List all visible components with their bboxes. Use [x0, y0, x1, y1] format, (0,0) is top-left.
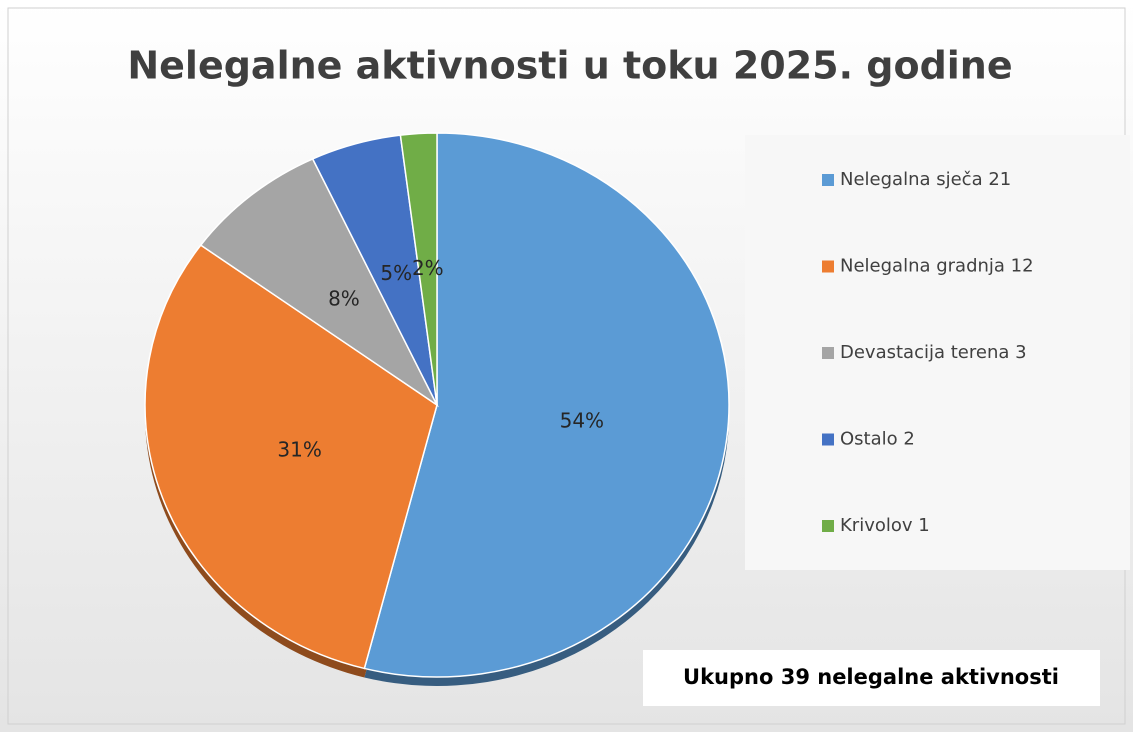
legend-swatch	[822, 433, 834, 446]
slice	[399, 132, 438, 406]
annotation-box	[643, 650, 1100, 706]
legend-label: Nelegalna sječa 21	[840, 169, 1011, 190]
annotation: Ukupno 39 nelegalne aktivnosti	[683, 665, 1059, 689]
slice	[199, 157, 439, 408]
legend-label: Nelegalna gradnja 12	[840, 256, 1034, 277]
legend-label: Ostalo 2	[840, 429, 915, 450]
data-label: 31%	[277, 438, 321, 462]
slice	[144, 244, 438, 670]
legend-label: Krivolov 1	[840, 515, 930, 536]
data-label: 5%	[380, 261, 412, 285]
data-label: 8%	[328, 287, 360, 311]
chart-title: Nelegalne aktivnosti u toku 2025. godine	[127, 44, 1012, 88]
data-label: 54%	[560, 409, 604, 433]
legend-label: Devastacija terena 3	[840, 342, 1027, 363]
data-label: 2%	[412, 256, 444, 280]
legend-swatch	[822, 174, 834, 186]
legend-swatch	[822, 347, 834, 359]
legend-box	[745, 135, 1130, 570]
legend-swatch	[822, 260, 834, 273]
slice	[363, 132, 730, 678]
legend-swatch	[822, 520, 834, 532]
